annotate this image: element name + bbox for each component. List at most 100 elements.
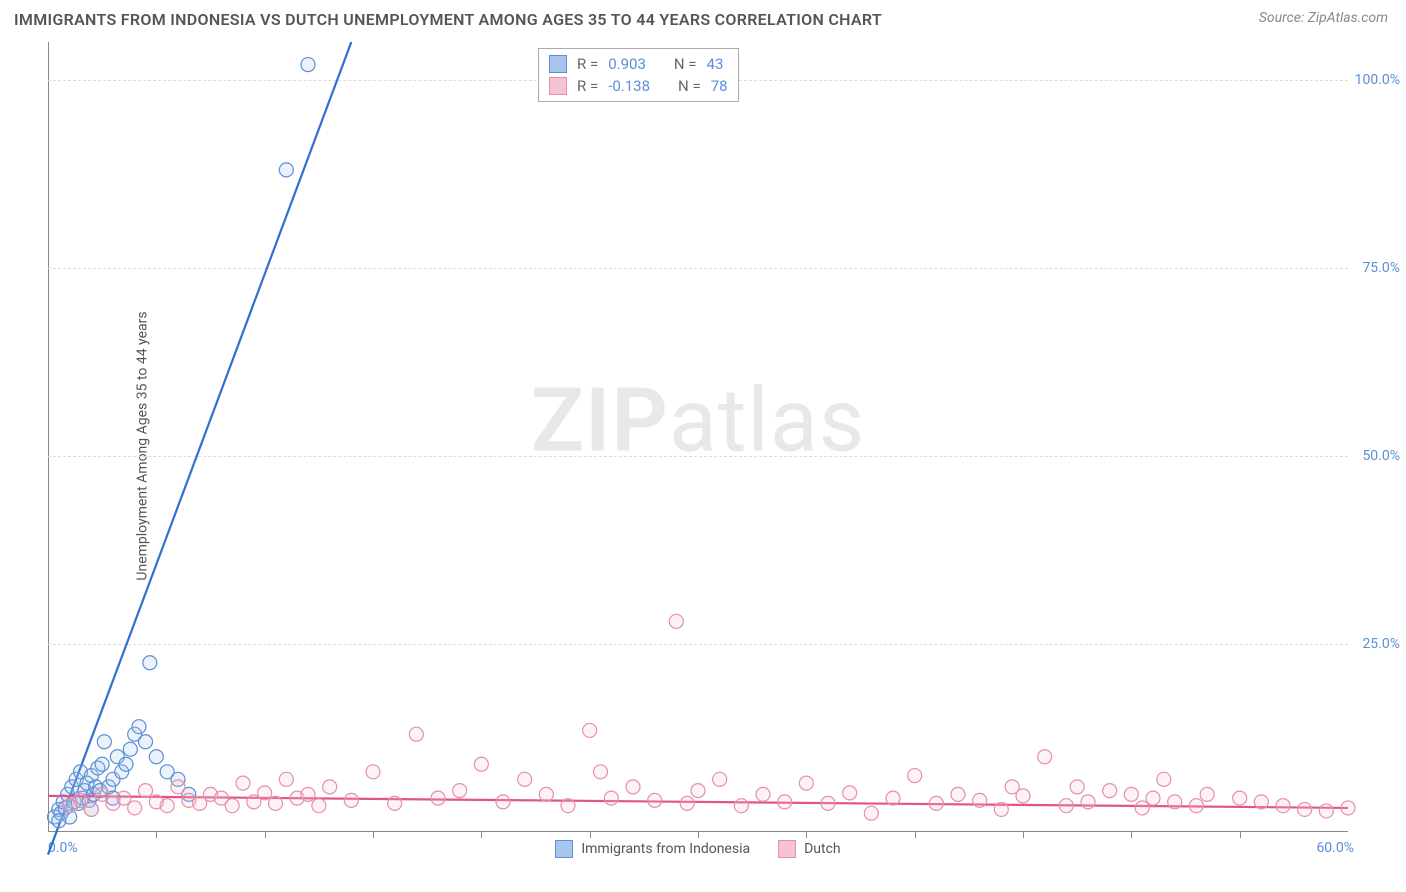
scatter-point — [52, 814, 66, 828]
series-legend-item-2: Dutch — [778, 840, 841, 858]
x-tick-mark — [156, 832, 157, 838]
scatter-point — [171, 780, 185, 794]
legend-r-value-2: -0.138 — [608, 77, 650, 95]
scatter-point — [1319, 804, 1333, 818]
scatter-point — [1298, 802, 1312, 816]
chart-title: IMMIGRANTS FROM INDONESIA VS DUTCH UNEMP… — [14, 10, 882, 29]
scatter-point — [119, 757, 133, 771]
scatter-point — [626, 780, 640, 794]
scatter-point — [225, 799, 239, 813]
scatter-point — [691, 784, 705, 798]
scatter-point — [409, 727, 423, 741]
y-tick-label: 50.0% — [1362, 448, 1400, 464]
x-tick-mark — [915, 832, 916, 838]
trend-line-series-1 — [48, 42, 351, 855]
scatter-point — [734, 799, 748, 813]
x-tick-mark — [698, 832, 699, 838]
scatter-point — [1276, 799, 1290, 813]
scatter-point — [680, 796, 694, 810]
scatter-point — [1124, 787, 1138, 801]
scatter-point — [778, 795, 792, 809]
scatter-point — [1135, 801, 1149, 815]
series-legend-item-1: Immigrants from Indonesia — [555, 840, 750, 858]
x-tick-mark — [265, 832, 266, 838]
legend-n-value-2: 78 — [711, 77, 728, 95]
legend-n-label-2: N = — [678, 77, 701, 95]
scatter-point — [886, 791, 900, 805]
scatter-point — [269, 796, 283, 810]
scatter-point — [843, 786, 857, 800]
scatter-point — [139, 784, 153, 798]
scatter-point — [84, 802, 98, 816]
scatter-point — [1081, 795, 1095, 809]
x-tick-mark — [1023, 832, 1024, 838]
scatter-point — [496, 795, 510, 809]
scatter-point — [994, 802, 1008, 816]
scatter-point — [821, 796, 835, 810]
correlation-legend-row-1: R = 0.903 N = 43 — [549, 53, 728, 75]
scatter-point — [1016, 789, 1030, 803]
x-tick-mark — [481, 832, 482, 838]
x-tick-mark — [373, 832, 374, 838]
y-tick-label: 100.0% — [1355, 72, 1400, 88]
scatter-point — [1146, 791, 1160, 805]
scatter-point — [1070, 780, 1084, 794]
legend-swatch-series-2 — [549, 77, 567, 95]
scatter-point — [236, 776, 250, 790]
scatter-point — [123, 742, 137, 756]
scatter-point — [864, 806, 878, 820]
scatter-point — [1059, 799, 1073, 813]
scatter-point — [583, 723, 597, 737]
scatter-point — [149, 750, 163, 764]
y-tick-label: 25.0% — [1362, 636, 1400, 652]
scatter-point — [388, 796, 402, 810]
scatter-point — [973, 793, 987, 807]
scatter-point — [1103, 784, 1117, 798]
scatter-point — [301, 787, 315, 801]
scatter-point — [344, 793, 358, 807]
legend-swatch-bottom-1 — [555, 840, 573, 858]
scatter-point — [669, 614, 683, 628]
scatter-point — [1200, 787, 1214, 801]
source-attribution: Source: ZipAtlas.com — [1259, 10, 1388, 26]
scatter-point — [1341, 801, 1355, 815]
scatter-point — [97, 735, 111, 749]
scatter-point — [1038, 750, 1052, 764]
scatter-point — [1157, 772, 1171, 786]
correlation-legend: R = 0.903 N = 43 R = -0.138 N = 78 — [538, 48, 739, 102]
series-legend-label-1: Immigrants from Indonesia — [581, 841, 750, 857]
plot-area: ZIPatlas 25.0%50.0%75.0%100.0% 0.0% 60.0… — [48, 42, 1348, 832]
scatter-point — [474, 757, 488, 771]
scatter-point — [648, 793, 662, 807]
scatter-point — [139, 735, 153, 749]
scatter-point — [258, 786, 272, 800]
scatter-point — [908, 769, 922, 783]
scatter-point — [951, 787, 965, 801]
scatter-point — [1254, 795, 1268, 809]
scatter-point — [539, 787, 553, 801]
scatter-point — [713, 772, 727, 786]
legend-r-label-2: R = — [577, 77, 598, 95]
x-tick-mark — [806, 832, 807, 838]
legend-r-label-1: R = — [577, 55, 598, 73]
legend-n-label-1: N = — [674, 55, 697, 73]
scatter-point — [1189, 799, 1203, 813]
scatter-point — [431, 791, 445, 805]
scatter-point — [604, 791, 618, 805]
scatter-point — [929, 796, 943, 810]
x-tick-mark — [1131, 832, 1132, 838]
series-legend: Immigrants from Indonesia Dutch — [48, 840, 1348, 858]
scatter-point — [312, 799, 326, 813]
scatter-point — [128, 801, 142, 815]
scatter-point — [143, 656, 157, 670]
series-legend-label-2: Dutch — [804, 841, 841, 857]
scatter-point — [1233, 791, 1247, 805]
scatter-point — [453, 784, 467, 798]
correlation-legend-row-2: R = -0.138 N = 78 — [549, 75, 728, 97]
legend-n-value-1: 43 — [707, 55, 724, 73]
legend-swatch-series-1 — [549, 55, 567, 73]
scatter-point — [799, 776, 813, 790]
x-tick-mark — [1240, 832, 1241, 838]
legend-r-value-1: 0.903 — [608, 55, 646, 73]
scatter-svg — [48, 42, 1348, 832]
